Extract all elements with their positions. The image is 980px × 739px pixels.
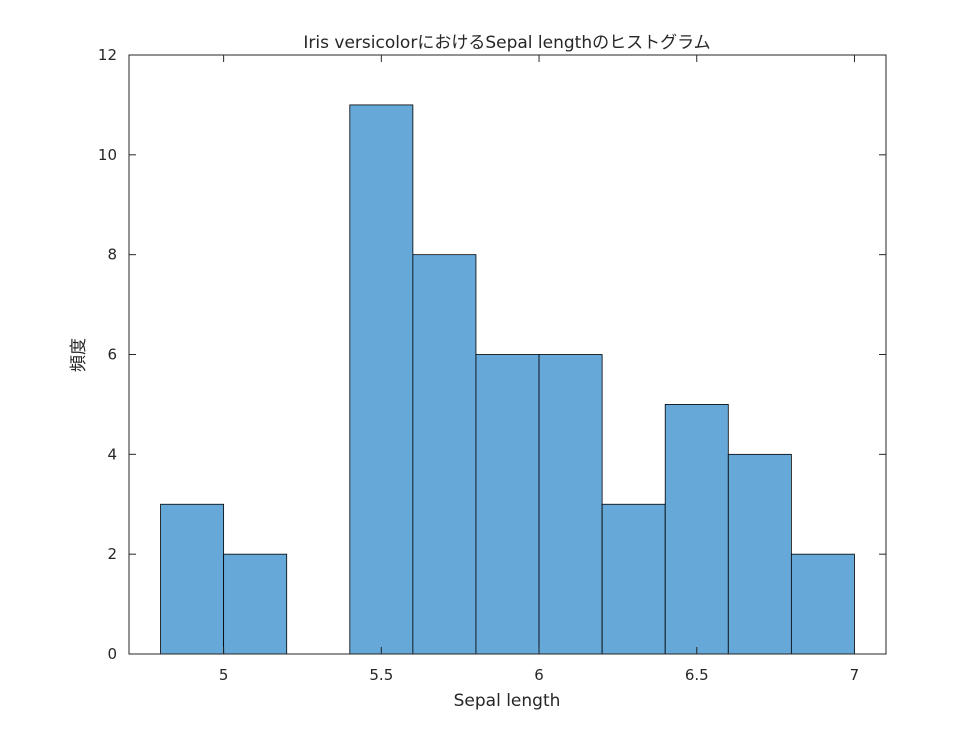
y-axis-label: 頻度 — [69, 338, 89, 372]
histogram-bar — [160, 503, 225, 655]
tick-labels-group: 5 5.5 6 6.5 7 0 2 4 6 8 10 12 — [98, 46, 859, 684]
x-tick-label: 5.5 — [369, 666, 393, 684]
y-tick-label: 4 — [107, 445, 117, 463]
axes-box — [128, 54, 887, 655]
histogram-bar — [601, 503, 666, 655]
y-tick-label: 10 — [98, 146, 117, 164]
y-tick-label: 6 — [107, 346, 117, 364]
histogram-bar — [412, 254, 477, 655]
x-tick-label: 5 — [219, 666, 229, 684]
x-tick-label: 7 — [850, 666, 860, 684]
histogram-bar — [349, 104, 414, 655]
chart-title: Iris versicolorにおけるSepal lengthのヒストグラム — [303, 33, 710, 53]
bars-group — [160, 104, 855, 655]
y-tick-label: 8 — [107, 246, 117, 264]
histogram-bar — [790, 553, 855, 655]
histogram-bar — [538, 354, 603, 655]
histogram-bar — [475, 354, 540, 655]
y-tick-label: 12 — [98, 46, 117, 64]
x-tick-label: 6 — [534, 666, 544, 684]
y-tick-label: 2 — [107, 545, 117, 563]
y-tick-label: 0 — [107, 645, 117, 663]
x-tick-label: 6.5 — [685, 666, 709, 684]
histogram-bar — [664, 404, 729, 655]
histogram-bar — [727, 453, 792, 655]
x-axis-label: Sepal length — [454, 691, 561, 711]
histogram-bar — [223, 553, 288, 655]
